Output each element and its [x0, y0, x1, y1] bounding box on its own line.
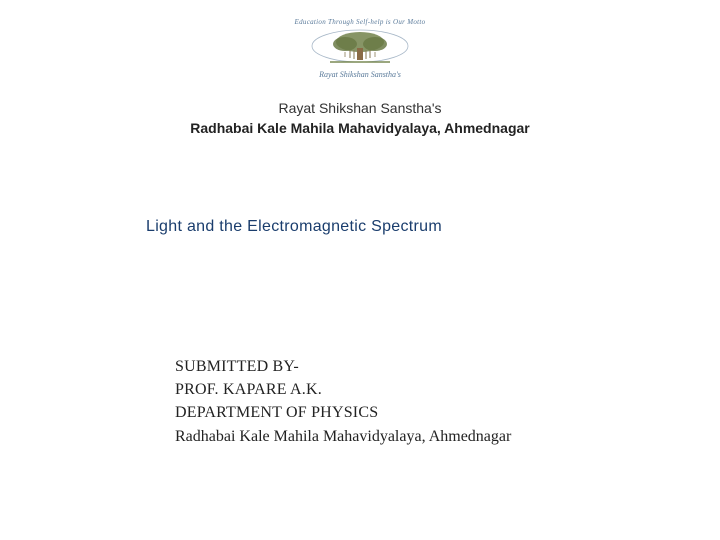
submitted-by-label: SUBMITTED BY- — [175, 355, 511, 378]
tree-emblem-icon — [310, 28, 410, 68]
institution-logo: Education Through Self-help is Our Motto… — [250, 18, 470, 79]
college-affiliation: Radhabai Kale Mahila Mahavidyalaya, Ahme… — [175, 425, 511, 448]
logo-motto-text: Education Through Self-help is Our Motto — [250, 18, 470, 26]
professor-name: PROF. KAPARE A.K. — [175, 378, 511, 401]
submission-info: SUBMITTED BY- PROF. KAPARE A.K. DEPARTME… — [175, 355, 511, 448]
header-block: Rayat Shikshan Sanstha's Radhabai Kale M… — [0, 100, 720, 136]
logo-bottom-text: Rayat Shikshan Sanstha's — [250, 70, 470, 79]
college-name: Radhabai Kale Mahila Mahavidyalaya, Ahme… — [0, 120, 720, 136]
sanstha-name: Rayat Shikshan Sanstha's — [0, 100, 720, 116]
presentation-title: Light and the Electromagnetic Spectrum — [146, 218, 442, 236]
department-name: DEPARTMENT OF PHYSICS — [175, 401, 511, 424]
